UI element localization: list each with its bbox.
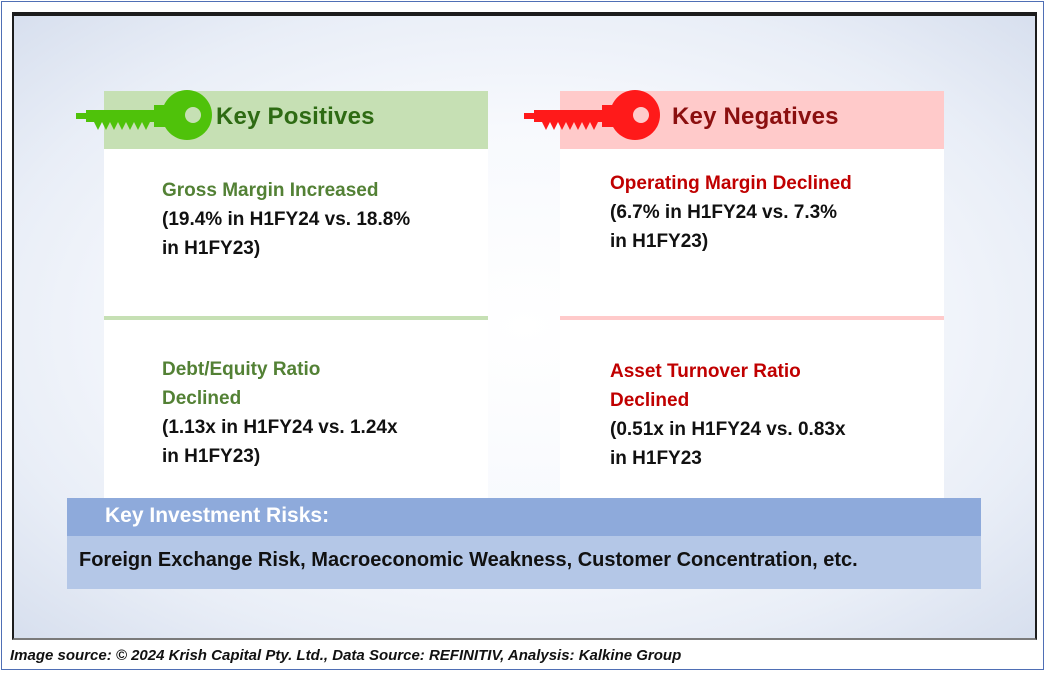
- negative-item-2-title-2: Declined: [610, 390, 690, 411]
- positive-item-2-title-2: Declined: [162, 388, 242, 409]
- negative-item-2: Asset Turnover Ratio Declined (0.51x in …: [610, 357, 846, 473]
- negatives-header-title: Key Negatives: [672, 103, 839, 130]
- negative-item-2-detail-1: (0.51x in H1FY24 vs. 0.83x: [610, 419, 846, 440]
- risks-header-title: Key Investment Risks:: [105, 504, 330, 527]
- negative-item-1-detail-2: in H1FY23): [610, 231, 709, 252]
- risks-header: Key Investment Risks:: [67, 498, 981, 536]
- risks-body-text: Foreign Exchange Risk, Macroeconomic Wea…: [79, 549, 858, 571]
- positives-divider: [104, 316, 488, 320]
- positive-item-2: Debt/Equity Ratio Declined (1.13x in H1F…: [162, 355, 398, 471]
- positive-item-1-detail-2: in H1FY23): [162, 238, 261, 259]
- key-icon: [524, 90, 660, 140]
- negatives-header: Key Negatives: [560, 91, 944, 149]
- negatives-cell-1: [560, 149, 944, 318]
- positives-header-title: Key Positives: [216, 103, 375, 130]
- negatives-cell-2: [560, 320, 944, 498]
- negative-item-1-title: Operating Margin Declined: [610, 173, 852, 194]
- positive-item-1: Gross Margin Increased (19.4% in H1FY24 …: [162, 176, 410, 263]
- negative-item-2-title-1: Asset Turnover Ratio: [610, 361, 801, 382]
- positive-item-2-detail-2: in H1FY23): [162, 446, 261, 467]
- top-rule: [14, 14, 1035, 16]
- positive-item-1-detail-1: (19.4% in H1FY24 vs. 18.8%: [162, 209, 411, 230]
- key-icon: [76, 90, 212, 140]
- image-source-caption: Image source: © 2024 Krish Capital Pty. …: [10, 647, 682, 664]
- negative-item-1-detail-1: (6.7% in H1FY24 vs. 7.3%: [610, 202, 838, 223]
- positives-cell-1: [104, 149, 488, 318]
- infographic-canvas: Key Positives Gross Margin Increased (19…: [12, 12, 1037, 640]
- negatives-divider: [560, 316, 944, 320]
- risks-body: Foreign Exchange Risk, Macroeconomic Wea…: [67, 536, 981, 589]
- positive-item-2-title-1: Debt/Equity Ratio: [162, 359, 321, 380]
- positive-item-1-title: Gross Margin Increased: [162, 180, 379, 201]
- positives-cell-2: [104, 320, 488, 498]
- negative-item-2-detail-2: in H1FY23: [610, 448, 702, 469]
- negative-item-1: Operating Margin Declined (6.7% in H1FY2…: [610, 169, 852, 256]
- positive-item-2-detail-1: (1.13x in H1FY24 vs. 1.24x: [162, 417, 398, 438]
